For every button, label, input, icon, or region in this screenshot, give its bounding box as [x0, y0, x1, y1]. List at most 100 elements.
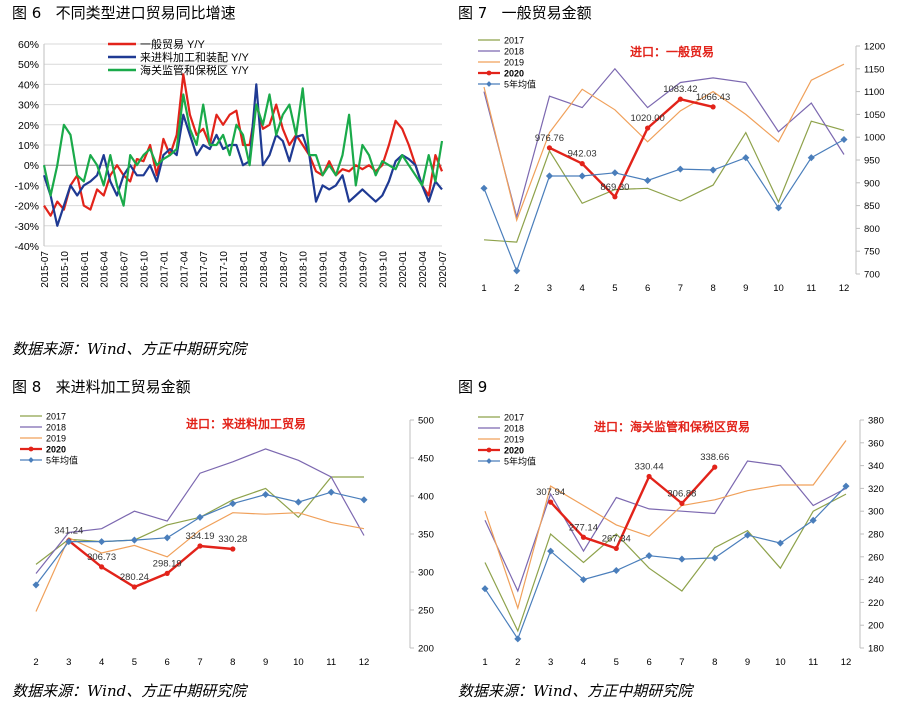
- fig7-avg-point: [709, 166, 717, 174]
- fig7-2020-data-label: 869.30: [600, 182, 629, 193]
- fig8-ytick-label: 350: [418, 530, 434, 541]
- fig8-xtick-label: 2: [33, 657, 38, 668]
- fig7-ytick-label: 800: [864, 224, 880, 235]
- fig6-xtick-label: 2017-07: [199, 251, 210, 288]
- fig7-2020-point: [579, 161, 585, 167]
- figure-9-source: 数据来源：Wind、方正中期研究院: [458, 682, 693, 700]
- fig7-2020-point: [612, 194, 618, 200]
- fig7-ytick-label: 1050: [864, 110, 885, 121]
- fig9-2020-point: [646, 473, 652, 480]
- fig6-ytick-label: 30%: [18, 100, 39, 112]
- fig9-ytick-label: 180: [868, 644, 884, 655]
- fig8-legend-label: 2020: [46, 445, 66, 455]
- fig7-series-line-2: [483, 63, 845, 223]
- fig8-xtick-label: 8: [230, 657, 235, 668]
- fig7-ytick-label: 1200: [864, 42, 885, 53]
- fig8-avg-point: [130, 536, 138, 544]
- fig7-2020-point: [546, 145, 553, 151]
- fig7-2020-data-label: 976.76: [535, 133, 564, 144]
- fig6-xtick-label: 2015-10: [60, 251, 71, 288]
- fig7-legend-label: 2020: [504, 69, 524, 79]
- fig7-2020-data-label: 1083.42: [663, 84, 697, 95]
- fig9-ytick-label: 380: [868, 416, 884, 427]
- fig9-series-line-1: [484, 460, 847, 593]
- fig7-legend-label: 5年均值: [504, 79, 536, 90]
- figure-8-title: 图 8 来进料加工贸易金额: [12, 378, 191, 396]
- fig9-legend-label: 2020: [504, 446, 524, 456]
- fig9-series-line-3: [549, 466, 716, 550]
- fig8-legend-marker: [28, 457, 34, 463]
- fig9-2020-point: [712, 464, 718, 470]
- fig8-avg-point: [360, 496, 368, 504]
- fig8-2020-data-label: 341.24: [54, 526, 83, 537]
- fig7-xtick-label: 1: [481, 283, 486, 294]
- fig7-avg-point: [578, 172, 586, 180]
- fig9-ytick-label: 260: [868, 552, 884, 563]
- fig6-xtick-label: 2016-01: [80, 251, 91, 288]
- fig9-avg-point: [547, 547, 555, 555]
- fig6-legend-label: 一般贸易 Y/Y: [140, 38, 205, 51]
- fig9-2020-data-label: 306.88: [667, 488, 696, 499]
- fig9-avg-point: [481, 585, 489, 593]
- fig9-legend-label: 2017: [504, 413, 524, 423]
- figure-6-title: 图 6 不同类型进口贸易同比增速: [12, 4, 236, 22]
- fig7-avg-point: [676, 165, 684, 173]
- fig9-avg-point: [612, 566, 620, 575]
- fig7-xtick-label: 5: [612, 283, 617, 294]
- fig9-2020-data-label: 277.14: [569, 522, 598, 533]
- fig9-annotation: 进口：海关监管和保税区贸易: [594, 419, 750, 434]
- fig6-xtick-label: 2020-01: [398, 251, 409, 288]
- fig6-ytick-label: -20%: [14, 201, 39, 213]
- fig7-legend-label: 2018: [504, 47, 524, 57]
- fig9-legend-label: 2019: [504, 435, 524, 445]
- fig7-xtick-label: 11: [806, 283, 816, 294]
- fig9-ytick-label: 200: [868, 621, 884, 632]
- fig8-avg-point: [262, 490, 270, 499]
- fig6-xtick-label: 2016-10: [140, 251, 151, 288]
- fig9-series-line-2: [484, 440, 847, 611]
- fig8-xtick-label: 6: [165, 657, 170, 668]
- fig9-ytick-label: 240: [868, 575, 884, 586]
- fig8-chart: 200 250 300 350 400 450 500 2 3 4 5 6 7 8 9 10 11 12 进口：来进…: [20, 412, 434, 668]
- fig6-ytick-label: 50%: [18, 59, 39, 71]
- fig8-legend-label: 2017: [46, 412, 66, 422]
- fig8-2020-point: [131, 584, 137, 590]
- fig9-xtick-label: 7: [679, 657, 684, 668]
- fig8-avg-point: [196, 513, 204, 521]
- fig7-xtick-label: 6: [645, 283, 650, 294]
- fig7-xtick-label: 4: [580, 283, 585, 294]
- fig8-xtick-label: 3: [66, 657, 71, 668]
- fig9-avg-point: [678, 555, 686, 563]
- fig6-series-line-2: [42, 87, 444, 207]
- fig8-xtick-label: 7: [197, 657, 202, 668]
- fig7-ytick-label: 850: [864, 201, 880, 212]
- fig8-xtick-label: 10: [293, 657, 304, 668]
- fig9-series-line-0: [484, 493, 847, 633]
- fig9-2020-data-label: 267.34: [602, 533, 631, 544]
- fig8-xtick-label: 12: [359, 657, 370, 668]
- fig7-xtick-label: 7: [678, 283, 683, 294]
- fig6-ytick-label: 20%: [18, 120, 39, 132]
- fig7-avg-point: [840, 135, 848, 144]
- fig7-ytick-label: 1100: [864, 87, 884, 98]
- fig8-2020-point: [197, 543, 203, 549]
- fig8-series-line-1: [35, 448, 365, 574]
- fig8-ytick-label: 400: [418, 492, 434, 503]
- fig8-legend-marker: [28, 446, 34, 452]
- fig6-ytick-label: -30%: [14, 221, 39, 233]
- fig8-ytick-label: 500: [418, 416, 434, 427]
- fig7-xtick-label: 12: [839, 283, 850, 294]
- figure-7-title: 图 7 一般贸易金额: [458, 4, 592, 22]
- fig6-xtick-label: 2019-01: [319, 251, 330, 288]
- fig8-avg-point: [98, 538, 106, 546]
- fig7-series-line-1: [483, 67, 845, 220]
- fig6-ytick-label: 10%: [18, 140, 39, 152]
- fig8-xtick-label: 11: [326, 657, 336, 668]
- fig8-ytick-label: 200: [418, 644, 434, 655]
- fig7-avg-point: [807, 154, 815, 162]
- fig7-xtick-label: 9: [743, 283, 748, 294]
- fig8-series-line-2: [35, 512, 365, 612]
- fig7-avg-point: [742, 154, 750, 162]
- fig9-xtick-label: 3: [548, 657, 553, 668]
